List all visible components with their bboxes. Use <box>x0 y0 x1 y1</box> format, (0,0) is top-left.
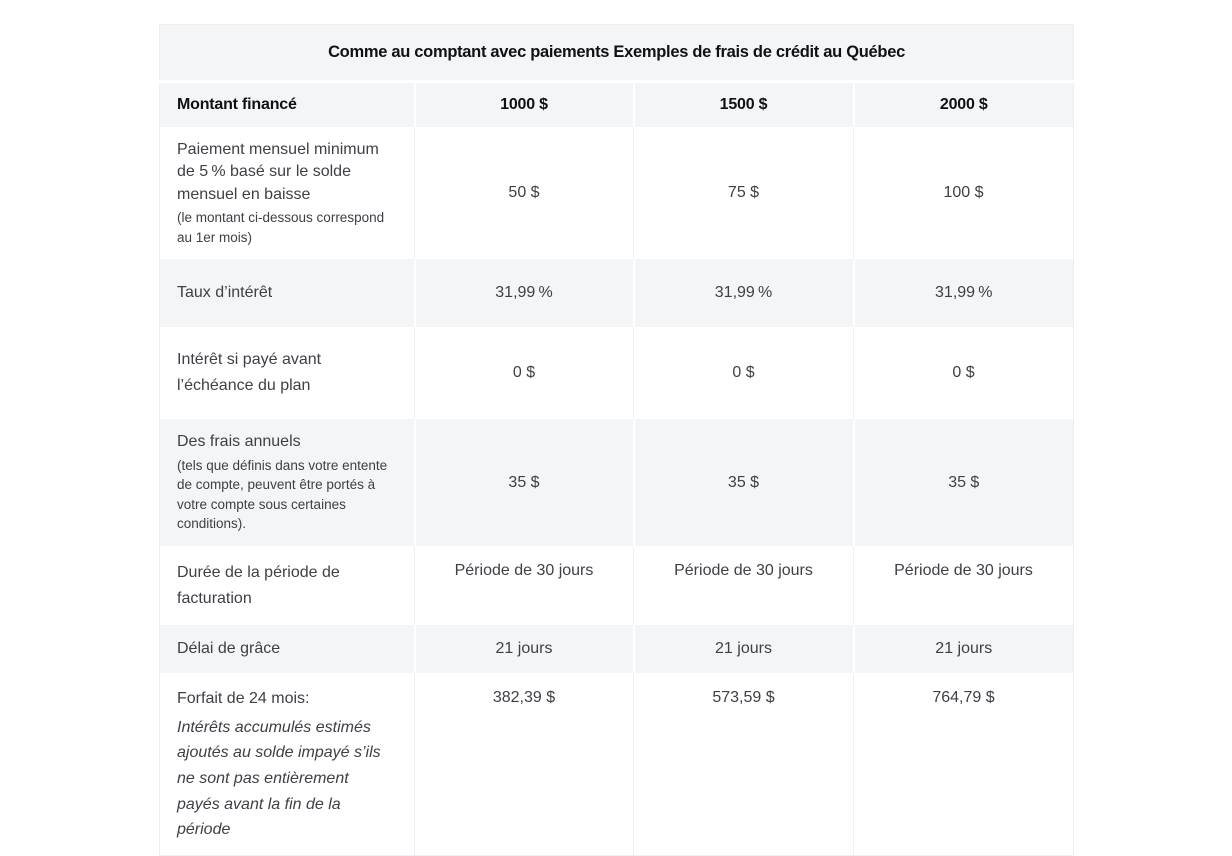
cell-value: 21 jours <box>852 624 1074 673</box>
cell-value: Période de 30 jours <box>852 545 1074 625</box>
row-label-text: Intérêt si payé avant l’échéance du plan <box>177 350 322 395</box>
credit-fees-table-container: Comme au comptant avec paiements Exemple… <box>159 24 1075 856</box>
cell-value: 382,39 $ <box>414 672 634 856</box>
cell-value: 31,99 % <box>413 259 634 328</box>
table-title: Comme au comptant avec paiements Exemple… <box>159 24 1074 83</box>
cell-value: 573,59 $ <box>633 672 854 856</box>
row-label: Délai de grâce <box>160 625 415 673</box>
header-col-2000: 2000 $ <box>852 81 1074 127</box>
header-col-1500: 1500 $ <box>632 81 854 127</box>
cell-value: 75 $ <box>633 127 854 260</box>
table-row-paiement-mensuel: Paiement mensuel minimum de 5 % basé sur… <box>159 127 1074 260</box>
row-label-note: (tels que définis dans votre entente de … <box>177 457 388 532</box>
row-label: Des frais annuels (tels que définis dans… <box>160 419 415 546</box>
cell-value: 0 $ <box>633 327 854 420</box>
table-row-forfait-24-mois: Forfait de 24 mois: Intérêts accumulés e… <box>159 672 1074 856</box>
row-label: Forfait de 24 mois: Intérêts accumulés e… <box>160 673 415 855</box>
row-label: Taux d’intérêt <box>160 259 415 327</box>
row-label-note: (le montant ci-dessous correspond au 1er… <box>177 210 385 245</box>
row-label: Durée de la période de facturation <box>160 546 415 625</box>
row-label-text: Taux d’intérêt <box>177 284 273 302</box>
table-row-taux-interet: Taux d’intérêt 31,99 % 31,99 % 31,99 % <box>159 259 1074 328</box>
table-row-interet-si-paye: Intérêt si payé avant l’échéance du plan… <box>159 327 1074 420</box>
row-label-text: Forfait de 24 mois: <box>177 689 310 707</box>
cell-value: 31,99 % <box>632 259 854 328</box>
row-label-text: Délai de grâce <box>177 639 281 657</box>
cell-value: 21 jours <box>632 624 854 673</box>
cell-value: 0 $ <box>852 327 1074 420</box>
cell-value: 100 $ <box>852 127 1074 260</box>
cell-value: 31,99 % <box>852 259 1074 328</box>
row-label-italic-note: Intérêts accumulés estimés ajoutés au so… <box>177 718 381 839</box>
row-label-text: Durée de la période de facturation <box>177 563 340 608</box>
cell-value: 50 $ <box>414 127 634 260</box>
cell-value: 35 $ <box>413 419 634 546</box>
cell-value: 0 $ <box>414 327 634 420</box>
header-col-1000: 1000 $ <box>413 81 634 127</box>
row-label-text: Paiement mensuel minimum de 5 % basé sur… <box>177 141 379 203</box>
row-label: Intérêt si payé avant l’échéance du plan <box>160 327 415 419</box>
table-row-duree-facturation: Durée de la période de facturation Pério… <box>159 545 1074 625</box>
cell-value: 35 $ <box>632 419 854 546</box>
table-row-delai-grace: Délai de grâce 21 jours 21 jours 21 jour… <box>159 624 1074 673</box>
row-label: Paiement mensuel minimum de 5 % basé sur… <box>160 127 415 259</box>
credit-fees-table: Comme au comptant avec paiements Exemple… <box>159 24 1075 856</box>
cell-value: 764,79 $ <box>852 672 1074 856</box>
table-title-row: Comme au comptant avec paiements Exemple… <box>159 24 1074 83</box>
header-montant-finance: Montant financé <box>159 81 415 127</box>
cell-value: Période de 30 jours <box>414 545 634 625</box>
table-header-row: Montant financé 1000 $ 1500 $ 2000 $ <box>159 81 1074 127</box>
cell-value: 21 jours <box>413 624 634 673</box>
cell-value: Période de 30 jours <box>633 545 854 625</box>
table-row-frais-annuels: Des frais annuels (tels que définis dans… <box>159 419 1074 546</box>
cell-value: 35 $ <box>852 419 1074 546</box>
row-label-text: Des frais annuels <box>177 433 301 451</box>
